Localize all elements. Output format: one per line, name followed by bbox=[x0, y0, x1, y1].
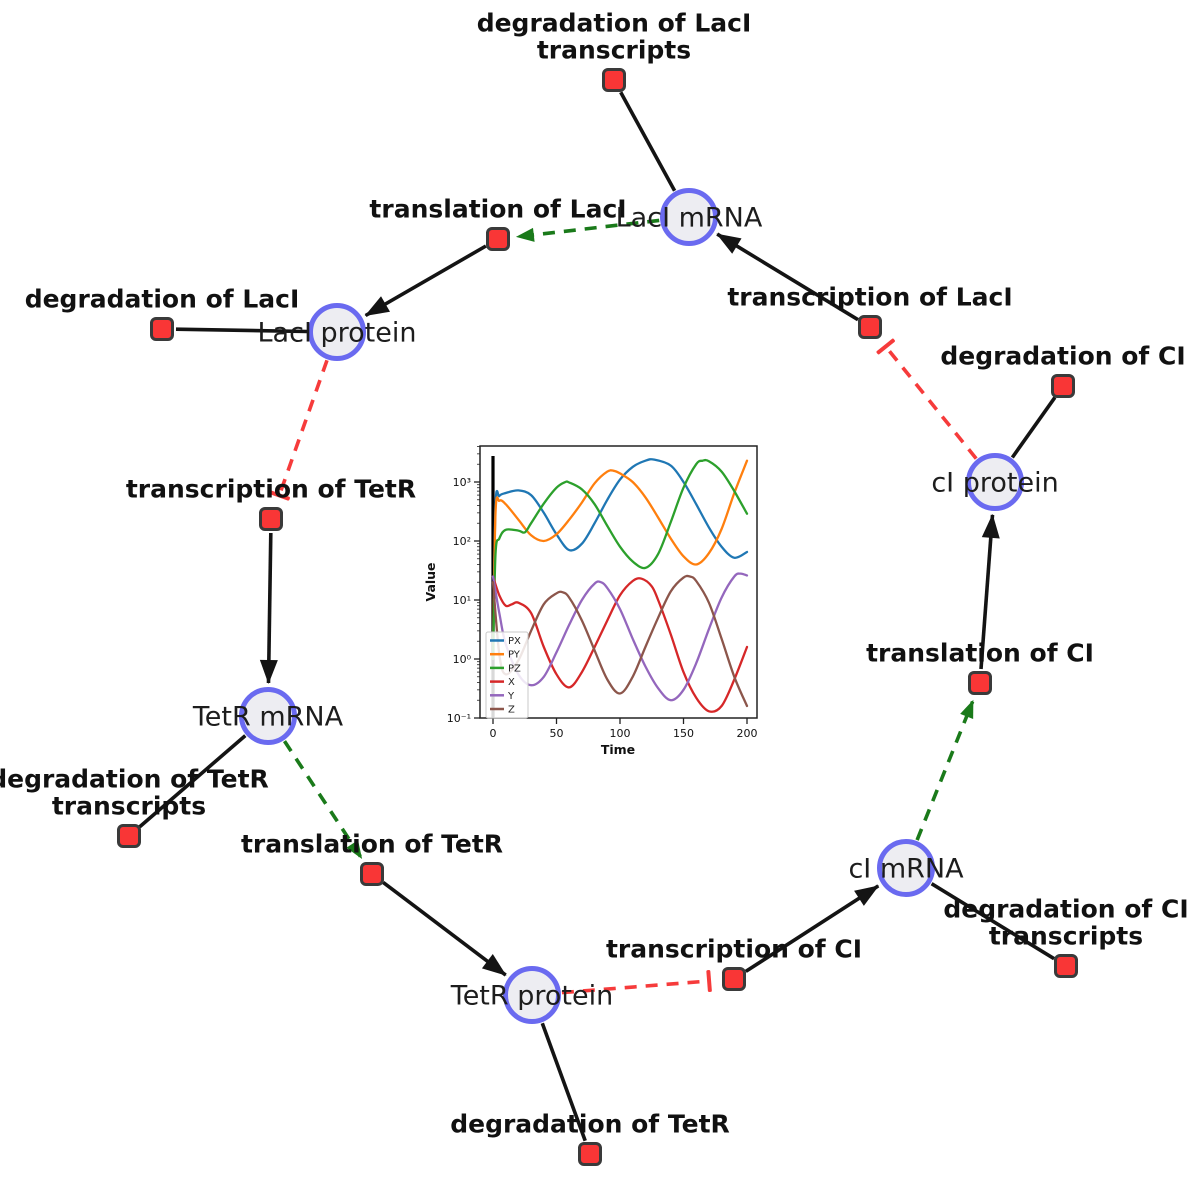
reaction-label-deg_ci_tx: degradation of CI transcripts bbox=[943, 894, 1189, 951]
reaction-label-deg_laci_tx: degradation of LacI transcripts bbox=[476, 8, 752, 65]
species-label-laci_mrna: LacI mRNA bbox=[615, 202, 763, 234]
reaction-label-line: transcripts bbox=[988, 921, 1144, 951]
reaction-label-transl_tetr: translation of TetR bbox=[240, 829, 504, 859]
y-tick-label: 10² bbox=[453, 535, 471, 548]
edge-production-tx_laci-to-laci_mrna bbox=[716, 232, 859, 322]
reaction-node-deg_tetr_tx[interactable] bbox=[117, 824, 141, 848]
reaction-node-transl_tetr[interactable] bbox=[360, 862, 384, 886]
edge-production-transl_ci-to-ci_protein bbox=[979, 513, 1000, 670]
legend-label-Y: Y bbox=[507, 691, 515, 702]
edge-modifier-ci_mrna-to-transl_ci bbox=[915, 699, 975, 841]
edge-production-transl_laci-to-laci_protein bbox=[364, 244, 487, 318]
series-line-X bbox=[491, 575, 749, 713]
edge-consumption-tetr_mrna-to-deg_tetr_tx bbox=[138, 734, 247, 829]
reaction-node-deg_ci_tx[interactable] bbox=[1054, 954, 1078, 978]
legend-label-X: X bbox=[508, 677, 515, 688]
reaction-label-line: degradation of TetR bbox=[0, 764, 269, 794]
series-line-PZ bbox=[491, 458, 749, 661]
species-node-laci_mrna[interactable] bbox=[660, 188, 718, 246]
y-tick-label: 10⁻¹ bbox=[447, 712, 471, 725]
reaction-label-line: degradation of TetR bbox=[450, 1109, 730, 1139]
reaction-node-tx_ci[interactable] bbox=[722, 967, 746, 991]
simulation-chart: 10⁻¹ 10⁰ 10¹ 10² 10³ 0 50 100 150 200 Time Value PX P… bbox=[423, 445, 758, 757]
reaction-label-line: degradation of CI bbox=[943, 894, 1189, 924]
reaction-label-tx_ci: transcription of CI bbox=[605, 934, 863, 964]
reaction-label-deg_tetr_tx: degradation of TetR transcripts bbox=[0, 764, 269, 821]
edge-consumption-laci_mrna-to-deg_laci_tx bbox=[619, 91, 677, 192]
series-line-PY bbox=[491, 459, 749, 661]
species-node-tetr_mrna[interactable] bbox=[239, 687, 297, 745]
reaction-label-line: transcription of TetR bbox=[125, 474, 417, 504]
reaction-node-transl_ci[interactable] bbox=[968, 671, 992, 695]
simulation-chart-inset: 10⁻¹ 10⁰ 10¹ 10² 10³ 0 50 100 150 200 Time Value PX P… bbox=[415, 430, 775, 779]
reaction-label-deg_tetr: degradation of TetR bbox=[450, 1109, 730, 1139]
reaction-node-tx_tetr[interactable] bbox=[259, 507, 283, 531]
edge-modifier-tetr_mrna-to-transl_tetr bbox=[282, 740, 363, 859]
reaction-node-deg_tetr[interactable] bbox=[578, 1142, 602, 1166]
reaction-label-transl_laci: translation of LacI bbox=[369, 194, 627, 224]
species-label-laci_protein: LacI protein bbox=[257, 317, 417, 349]
series-line-Z bbox=[491, 574, 749, 708]
species-label-tetr_mrna: TetR mRNA bbox=[192, 701, 344, 733]
reaction-node-tx_laci[interactable] bbox=[858, 315, 882, 339]
reaction-label-line: translation of LacI bbox=[369, 194, 627, 224]
y-tick-label: 10³ bbox=[453, 476, 471, 489]
x-tick-label: 50 bbox=[550, 727, 564, 740]
legend-label-PY: PY bbox=[508, 650, 521, 661]
reaction-label-line: transcripts bbox=[51, 791, 207, 821]
edge-production-transl_tetr-to-tetr_protein bbox=[382, 880, 507, 977]
reaction-label-tx_laci: transcription of LacI bbox=[727, 282, 1013, 312]
edge-inhibition-laci_protein-to-tx_tetr bbox=[268, 359, 329, 501]
reaction-label-line: degradation of LacI bbox=[476, 8, 752, 38]
reaction-label-line: transcription of LacI bbox=[727, 282, 1013, 312]
reaction-node-deg_ci[interactable] bbox=[1051, 374, 1075, 398]
x-axis-label: Time bbox=[601, 742, 635, 757]
edge-inhibition-tetr_protein-to-tx_ci bbox=[561, 969, 712, 995]
species-label-ci_protein: cI protein bbox=[931, 467, 1059, 499]
reaction-label-tx_tetr: transcription of TetR bbox=[125, 474, 417, 504]
x-tick-label: 100 bbox=[610, 727, 631, 740]
edge-consumption-ci_protein-to-deg_ci bbox=[1010, 396, 1057, 459]
edge-consumption-ci_mrna-to-deg_ci_tx bbox=[930, 882, 1056, 961]
species-label-ci_mrna: cI mRNA bbox=[848, 853, 964, 885]
reaction-label-transl_ci: translation of CI bbox=[866, 638, 1094, 668]
x-tick-label: 150 bbox=[673, 727, 694, 740]
species-node-ci_mrna[interactable] bbox=[877, 839, 935, 897]
reaction-label-deg_ci: degradation of CI bbox=[940, 341, 1186, 371]
y-axis-label: Value bbox=[423, 562, 438, 601]
legend-label-Z: Z bbox=[508, 705, 515, 716]
legend-label-PZ: PZ bbox=[508, 663, 521, 674]
species-node-tetr_protein[interactable] bbox=[503, 966, 561, 1024]
reaction-node-transl_laci[interactable] bbox=[486, 227, 510, 251]
x-tick-label: 0 bbox=[490, 727, 497, 740]
edge-consumption-tetr_protein-to-deg_tetr bbox=[540, 1022, 587, 1142]
legend-label-PX: PX bbox=[508, 636, 521, 647]
legend-box bbox=[485, 631, 529, 719]
species-node-ci_protein[interactable] bbox=[966, 453, 1024, 511]
species-node-laci_protein[interactable] bbox=[308, 303, 366, 361]
y-tick-label: 10⁰ bbox=[453, 653, 472, 666]
edge-production-tx_ci-to-ci_mrna bbox=[744, 884, 880, 973]
reaction-label-line: transcription of CI bbox=[605, 934, 863, 964]
series-line-Y bbox=[491, 572, 749, 702]
reaction-label-line: translation of CI bbox=[866, 638, 1094, 668]
x-tick-label: 200 bbox=[737, 727, 758, 740]
edge-inhibition-ci_protein-to-tx_laci bbox=[876, 338, 978, 460]
reaction-label-line: transcripts bbox=[536, 35, 692, 65]
reaction-label-line: degradation of LacI bbox=[24, 284, 300, 314]
edge-modifier-laci_mrna-to-transl_laci bbox=[515, 218, 660, 242]
reaction-node-deg_laci_tx[interactable] bbox=[602, 68, 626, 92]
reaction-label-line: translation of TetR bbox=[240, 829, 504, 859]
reaction-node-deg_laci[interactable] bbox=[150, 317, 174, 341]
series-line-PX bbox=[491, 458, 749, 661]
edge-production-tx_tetr-to-tetr_mrna bbox=[259, 532, 278, 684]
y-tick-label: 10¹ bbox=[453, 594, 471, 607]
species-label-tetr_protein: TetR protein bbox=[450, 980, 614, 1012]
edge-consumption-laci_protein-to-deg_laci bbox=[175, 327, 308, 334]
reaction-label-deg_laci: degradation of LacI bbox=[24, 284, 300, 314]
reaction-label-line: degradation of CI bbox=[940, 341, 1186, 371]
